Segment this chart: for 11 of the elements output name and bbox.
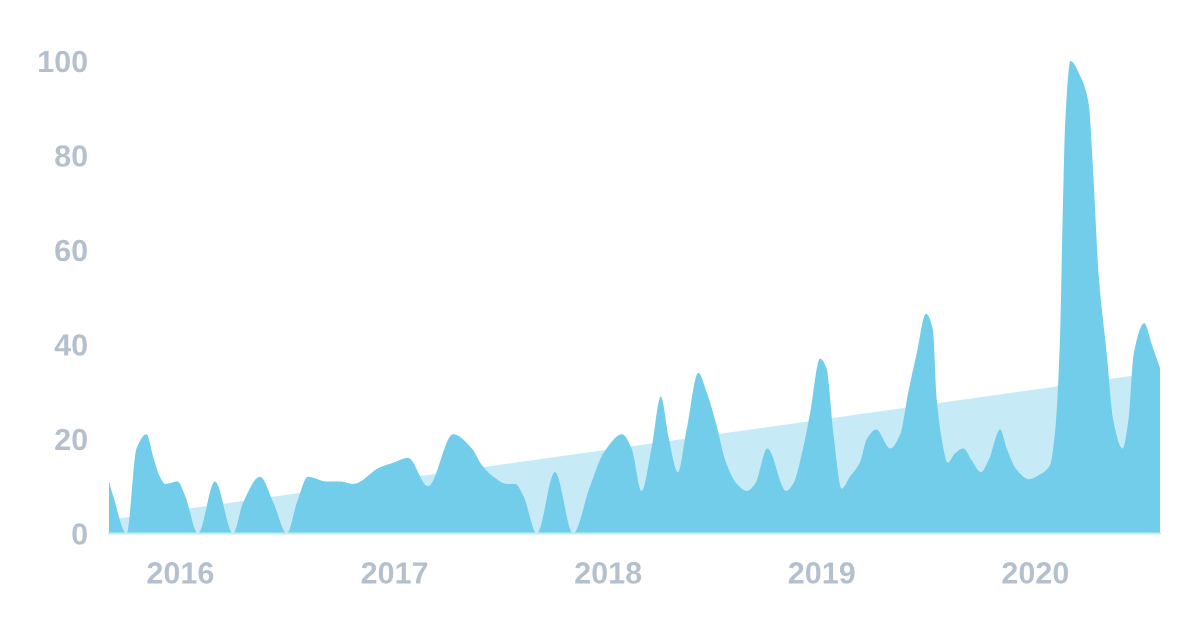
x-tick-label: 2019 [788,562,855,584]
y-tick-label: 60 [55,239,87,262]
x-tick-label: 2016 [147,562,214,584]
x-tick-label: 2018 [575,562,642,584]
y-tick-label: 0 [72,523,87,545]
x-tick-label: 2017 [361,562,428,584]
y-tick-label: 40 [54,334,87,356]
y-tick-label: 80 [55,145,87,167]
y-tick-label: 20 [55,428,87,451]
x-tick-label: 2020 [1002,562,1069,584]
y-tick-label: 100 [39,50,87,73]
